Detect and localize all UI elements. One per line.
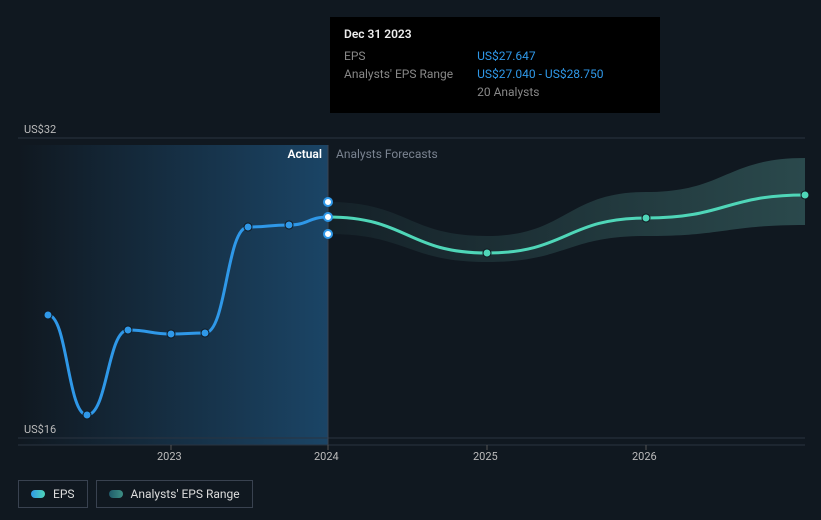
y-axis-label: US$16 xyxy=(24,423,56,436)
x-axis-label: 2024 xyxy=(314,450,339,463)
chart-legend: EPS Analysts' EPS Range xyxy=(18,480,253,508)
x-axis-label: 2026 xyxy=(632,450,657,463)
legend-item-eps[interactable]: EPS xyxy=(18,480,88,508)
legend-swatch xyxy=(31,490,45,498)
legend-label: EPS xyxy=(53,487,75,501)
chart-tooltip: Dec 31 2023 EPS US$27.647 Analysts' EPS … xyxy=(330,17,660,113)
y-axis-label: US$32 xyxy=(24,123,56,136)
tooltip-value: US$27.647 xyxy=(477,47,603,65)
legend-label: Analysts' EPS Range xyxy=(131,487,240,501)
tooltip-date: Dec 31 2023 xyxy=(344,27,646,41)
legend-item-range[interactable]: Analysts' EPS Range xyxy=(96,480,253,508)
section-label-actual: Actual xyxy=(287,147,322,161)
tooltip-key: EPS xyxy=(344,47,477,65)
legend-swatch xyxy=(109,490,123,498)
tooltip-value: US$27.040 - US$28.750 xyxy=(477,65,603,83)
tooltip-sub: 20 Analysts xyxy=(477,83,603,101)
x-axis-label: 2025 xyxy=(473,450,498,463)
eps-chart: US$32 US$16 2023 2024 2025 2026 Actual A… xyxy=(0,0,821,520)
section-label-forecast: Analysts Forecasts xyxy=(336,147,438,161)
tooltip-key: Analysts' EPS Range xyxy=(344,65,477,83)
x-axis-label: 2023 xyxy=(157,450,182,463)
